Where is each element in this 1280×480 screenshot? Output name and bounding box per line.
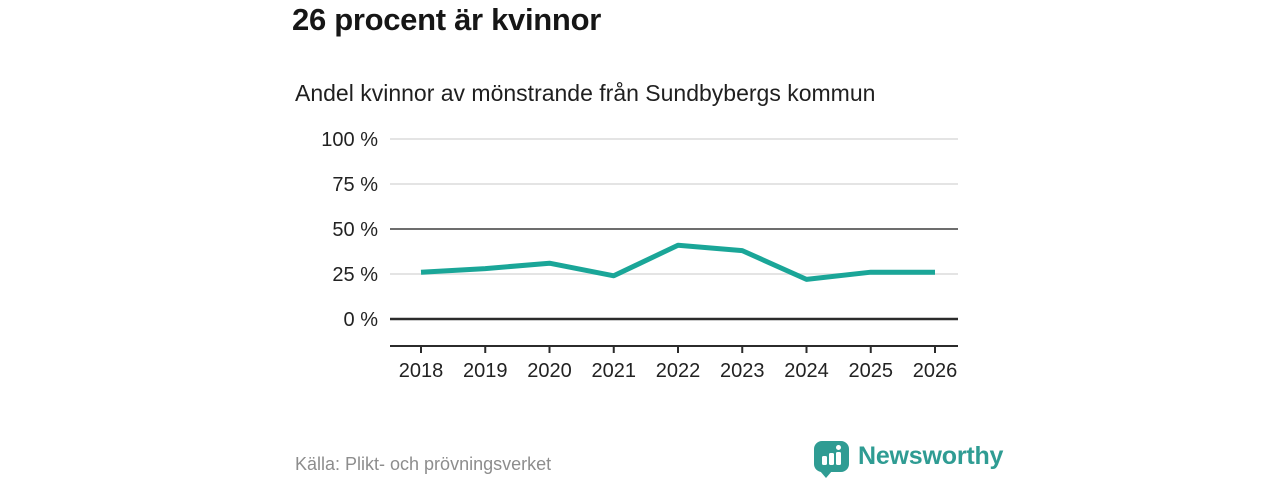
y-tick-label: 0 %: [344, 309, 379, 331]
x-tick-label: 2018: [399, 360, 444, 382]
y-tick-label: 100 %: [321, 129, 378, 151]
x-tick-label: 2026: [913, 360, 958, 382]
y-tick-label: 25 %: [332, 264, 378, 286]
data-line: [420, 242, 935, 282]
x-tick-label: 2020: [527, 360, 572, 382]
logo-bar-icon: [829, 453, 834, 465]
logo-dot-icon: [836, 445, 841, 450]
x-tick-label: 2023: [720, 360, 765, 382]
y-tick-label: 50 %: [332, 219, 378, 241]
chart-subtitle: Andel kvinnor av mönstrande från Sundbyb…: [295, 80, 876, 106]
x-tick-label: 2022: [656, 360, 701, 382]
chart-title: 26 procent är kvinnor: [292, 2, 601, 37]
x-tick-label: 2025: [849, 360, 894, 382]
newsworthy-logo: Newsworthy: [814, 441, 1004, 478]
x-tick-label: 2019: [463, 360, 508, 382]
logo-bar-icon: [836, 452, 841, 465]
newsworthy-wordmark: Newsworthy: [858, 442, 1004, 470]
x-tick-label: 2021: [592, 360, 637, 382]
x-tick-label: 2024: [784, 360, 829, 382]
y-tick-label: 75 %: [332, 174, 378, 196]
newsworthy-logo-icon: [814, 441, 849, 478]
logo-bar-icon: [822, 456, 827, 465]
source-note: Källa: Plikt- och prövningsverket: [295, 454, 552, 474]
